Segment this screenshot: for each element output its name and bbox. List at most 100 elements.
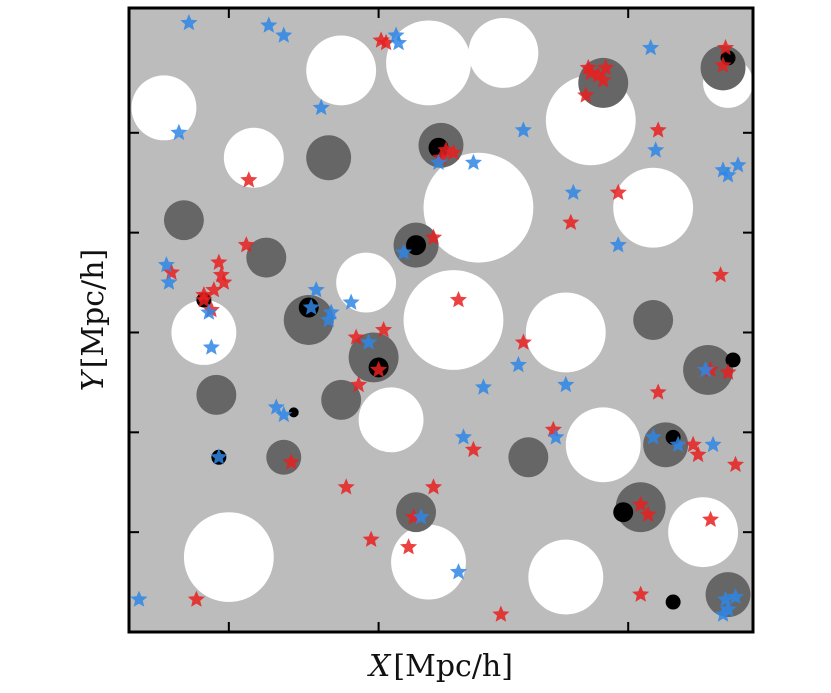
void-region bbox=[528, 539, 604, 615]
red-star-marker bbox=[492, 605, 510, 622]
blue-star-marker bbox=[275, 405, 293, 423]
blue-star-marker bbox=[642, 38, 660, 56]
knot-region bbox=[288, 407, 299, 418]
filament-region bbox=[306, 135, 352, 181]
blue-star-marker bbox=[342, 293, 360, 310]
red-star-marker bbox=[562, 213, 580, 230]
void-region bbox=[358, 387, 424, 453]
red-star-marker bbox=[514, 333, 532, 350]
void-region bbox=[171, 300, 237, 365]
void-region bbox=[403, 270, 504, 370]
filament-region bbox=[508, 437, 549, 478]
blue-star-marker bbox=[609, 236, 627, 253]
blue-star-marker bbox=[202, 338, 220, 355]
void-region bbox=[668, 497, 739, 568]
red-star-marker bbox=[449, 291, 467, 308]
red-star-marker bbox=[425, 478, 443, 495]
red-star-marker bbox=[684, 435, 702, 453]
void-region bbox=[223, 127, 284, 188]
blue-star-marker bbox=[412, 508, 430, 525]
blue-star-marker bbox=[647, 141, 665, 158]
filament-region bbox=[633, 300, 674, 340]
blue-star-marker bbox=[157, 256, 175, 273]
blue-star-marker bbox=[275, 26, 293, 43]
series-blue-stars bbox=[130, 14, 747, 622]
red-star-marker bbox=[240, 171, 258, 188]
blue-star-marker bbox=[260, 16, 278, 33]
red-star-marker bbox=[425, 228, 443, 245]
red-star-marker bbox=[689, 445, 707, 463]
blue-star-marker bbox=[697, 360, 715, 378]
red-star-marker bbox=[464, 440, 482, 458]
filament-region bbox=[246, 237, 287, 278]
blue-star-marker bbox=[395, 243, 413, 260]
blue-star-marker bbox=[509, 355, 527, 373]
filament-region bbox=[163, 200, 204, 241]
void-region bbox=[306, 35, 377, 106]
blue-star-marker bbox=[564, 183, 582, 200]
blue-star-marker bbox=[717, 590, 735, 607]
blue-star-marker bbox=[200, 303, 218, 320]
blue-star-marker bbox=[170, 123, 188, 141]
red-star-marker bbox=[649, 383, 667, 400]
blue-star-marker bbox=[429, 153, 448, 170]
blue-star-marker bbox=[449, 563, 467, 580]
blue-star-marker bbox=[360, 333, 378, 350]
red-star-marker bbox=[362, 530, 380, 547]
blue-star-marker bbox=[267, 398, 285, 415]
blue-star-marker bbox=[714, 605, 732, 622]
x-axis-ticks bbox=[227, 8, 630, 632]
knot-region bbox=[613, 502, 634, 523]
void-region bbox=[468, 17, 539, 88]
blue-star-marker bbox=[547, 428, 565, 445]
blue-star-marker bbox=[669, 435, 687, 453]
red-star-marker bbox=[347, 328, 365, 345]
red-star-marker bbox=[187, 590, 205, 607]
void-region bbox=[131, 75, 197, 141]
red-star-marker bbox=[370, 360, 388, 378]
blue-star-marker bbox=[320, 311, 338, 328]
red-star-marker bbox=[717, 38, 735, 56]
red-star-marker bbox=[210, 253, 228, 270]
void-region bbox=[386, 20, 471, 106]
blue-star-marker bbox=[727, 588, 745, 605]
blue-star-marker bbox=[210, 448, 228, 465]
red-star-marker bbox=[577, 86, 595, 103]
blue-star-marker bbox=[307, 281, 325, 298]
blue-star-marker bbox=[464, 153, 482, 170]
density-layer-voids bbox=[131, 17, 753, 615]
void-region bbox=[391, 524, 466, 600]
red-star-marker bbox=[377, 33, 395, 51]
red-star-marker bbox=[719, 363, 737, 380]
red-star-marker bbox=[215, 273, 233, 290]
blue-star-marker bbox=[704, 435, 722, 453]
red-star-marker bbox=[594, 71, 612, 88]
void-region bbox=[183, 512, 274, 603]
red-star-marker bbox=[375, 321, 393, 338]
void-region bbox=[613, 167, 694, 248]
blue-star-marker bbox=[160, 273, 178, 290]
plot-frame bbox=[127, 6, 755, 634]
void-region bbox=[336, 252, 397, 313]
red-star-marker bbox=[702, 510, 720, 527]
void-region bbox=[525, 292, 606, 373]
red-star-marker bbox=[282, 453, 300, 470]
red-star-marker bbox=[712, 266, 730, 283]
y-axis-label: Y[Mpc/h] bbox=[76, 249, 111, 391]
blue-star-marker bbox=[557, 375, 575, 393]
filament-region bbox=[196, 374, 237, 415]
blue-star-marker bbox=[644, 428, 662, 445]
y-axis-ticks bbox=[129, 131, 753, 534]
red-star-marker bbox=[639, 505, 657, 522]
blue-star-marker bbox=[302, 298, 320, 315]
red-star-marker bbox=[609, 183, 627, 200]
plot-area bbox=[129, 8, 753, 632]
blue-star-marker bbox=[130, 590, 148, 607]
x-axis-label: X [Mpc/h] bbox=[367, 649, 513, 684]
blue-star-marker bbox=[514, 121, 532, 138]
void-region bbox=[423, 152, 534, 263]
blue-star-marker bbox=[390, 33, 408, 51]
filament-region bbox=[266, 439, 302, 475]
red-star-marker bbox=[632, 495, 650, 512]
